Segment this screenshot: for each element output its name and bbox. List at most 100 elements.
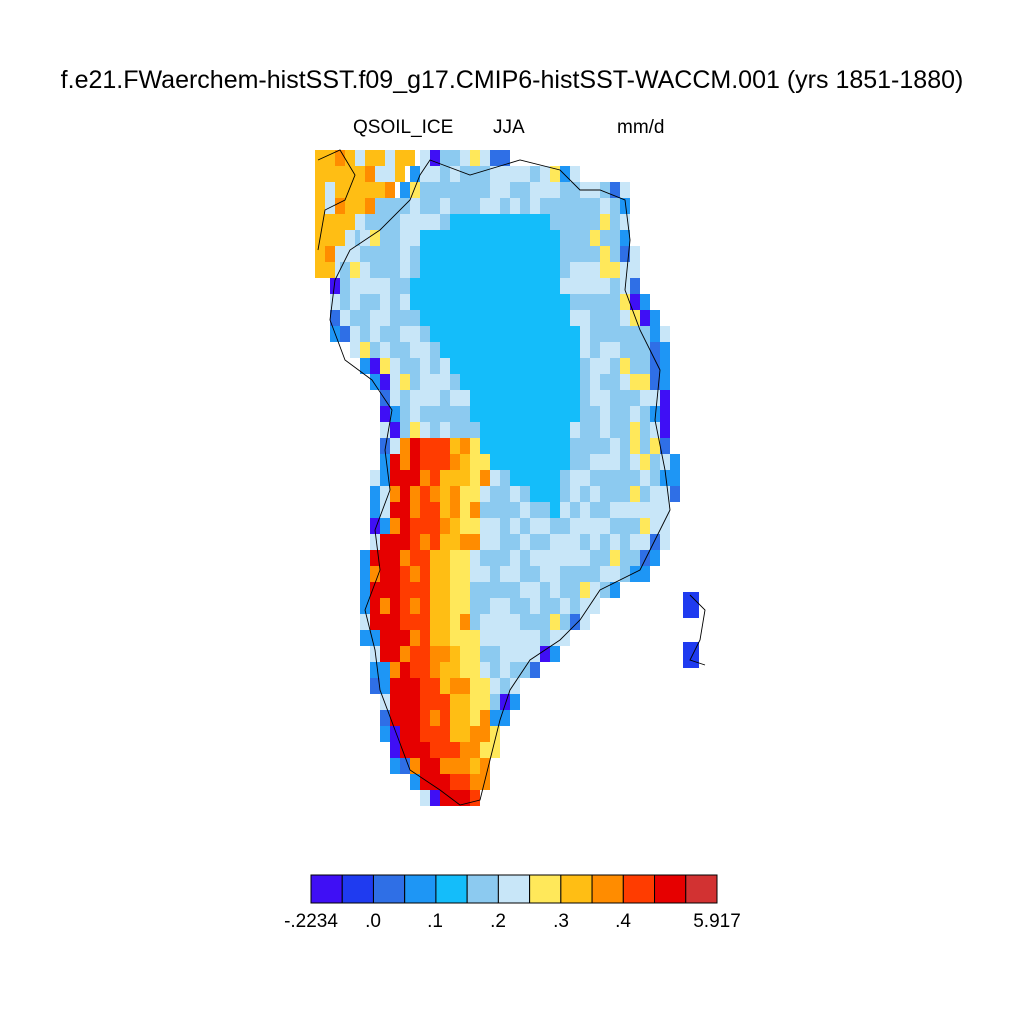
grid-cell <box>660 502 670 518</box>
variable-label: QSOIL_ICE <box>353 117 454 138</box>
grid-cell <box>520 406 530 422</box>
grid-cell <box>440 550 450 566</box>
grid-cell <box>520 310 530 326</box>
grid-cell <box>480 358 490 374</box>
grid-cell <box>400 630 410 646</box>
grid-cell <box>420 566 430 582</box>
grid-cell <box>550 294 560 310</box>
grid-cell <box>400 214 410 230</box>
grid-cell <box>420 182 430 198</box>
grid-cell <box>600 582 610 598</box>
grid-cell <box>550 550 560 566</box>
grid-cell <box>630 454 640 470</box>
grid-cell <box>470 710 480 726</box>
grid-cell <box>440 710 450 726</box>
grid-cell <box>460 486 470 502</box>
grid-cell <box>540 566 550 582</box>
grid-cell <box>460 726 470 742</box>
grid-cell <box>480 438 490 454</box>
grid-cell <box>620 438 630 454</box>
grid-cell <box>470 406 480 422</box>
grid-cell <box>630 406 640 422</box>
grid-cell <box>430 214 440 230</box>
grid-cell <box>460 502 470 518</box>
grid-cell <box>450 262 460 278</box>
grid-cell <box>530 166 540 182</box>
grid-cell <box>470 534 480 550</box>
grid-cell <box>395 166 405 182</box>
grid-cell <box>420 534 430 550</box>
units-label: mm/d <box>617 117 665 138</box>
grid-cell <box>400 502 410 518</box>
grid-cell <box>580 262 590 278</box>
grid-cell <box>510 678 520 694</box>
grid-cell <box>430 726 440 742</box>
grid-cell <box>590 518 600 534</box>
grid-cell <box>360 278 370 294</box>
grid-cell <box>490 470 500 486</box>
grid-cell <box>380 678 390 694</box>
grid-cell <box>390 438 400 454</box>
grid-cell <box>380 310 390 326</box>
grid-cell <box>440 358 450 374</box>
grid-cell <box>370 470 380 486</box>
grid-cell <box>460 214 470 230</box>
grid-cell <box>530 214 540 230</box>
grid-cell <box>470 550 480 566</box>
grid-cell <box>510 230 520 246</box>
grid-cell <box>540 406 550 422</box>
grid-cell <box>430 710 440 726</box>
grid-cell <box>345 214 355 230</box>
grid-cell <box>570 198 580 214</box>
colorbar-swatch <box>654 874 687 904</box>
grid-cell <box>600 454 610 470</box>
grid-cell <box>580 534 590 550</box>
grid-cell <box>540 598 550 614</box>
grid-cell <box>480 406 490 422</box>
grid-cell <box>620 182 630 198</box>
grid-cell <box>390 278 400 294</box>
grid-cell <box>350 326 360 342</box>
grid-cell <box>590 550 600 566</box>
grid-cell <box>580 294 590 310</box>
grid-cell <box>620 566 630 582</box>
grid-cell <box>490 262 500 278</box>
grid-cell <box>350 294 360 310</box>
grid-cell <box>650 422 660 438</box>
grid-cell <box>630 470 640 486</box>
grid-cell <box>683 592 699 618</box>
grid-cell <box>450 518 460 534</box>
grid-cell <box>430 790 440 806</box>
grid-cell <box>450 470 460 486</box>
grid-cell <box>360 230 370 246</box>
grid-cell <box>470 358 480 374</box>
grid-cell <box>350 310 360 326</box>
grid-cell <box>410 630 420 646</box>
grid-cell <box>560 406 570 422</box>
grid-cell <box>630 262 640 278</box>
grid-cell <box>540 582 550 598</box>
grid-cell <box>470 230 480 246</box>
grid-cell <box>440 342 450 358</box>
grid-cell <box>430 166 440 182</box>
grid-cell <box>410 390 420 406</box>
colorbar-swatch <box>529 874 562 904</box>
grid-cell <box>610 470 620 486</box>
grid-cell <box>315 262 325 278</box>
grid-cell <box>500 390 510 406</box>
grid-cell <box>420 422 430 438</box>
grid-cell <box>490 198 500 214</box>
grid-cell <box>430 758 440 774</box>
grid-cell <box>610 566 620 582</box>
grid-cell <box>430 246 440 262</box>
grid-cell <box>580 246 590 262</box>
grid-cell <box>450 710 460 726</box>
colorbar-swatch <box>466 874 499 904</box>
grid-cell <box>490 502 500 518</box>
grid-cell <box>420 406 430 422</box>
grid-cell <box>500 422 510 438</box>
grid-cell <box>470 374 480 390</box>
grid-cell <box>660 342 670 358</box>
grid-cell <box>570 374 580 390</box>
grid-cell <box>650 502 660 518</box>
